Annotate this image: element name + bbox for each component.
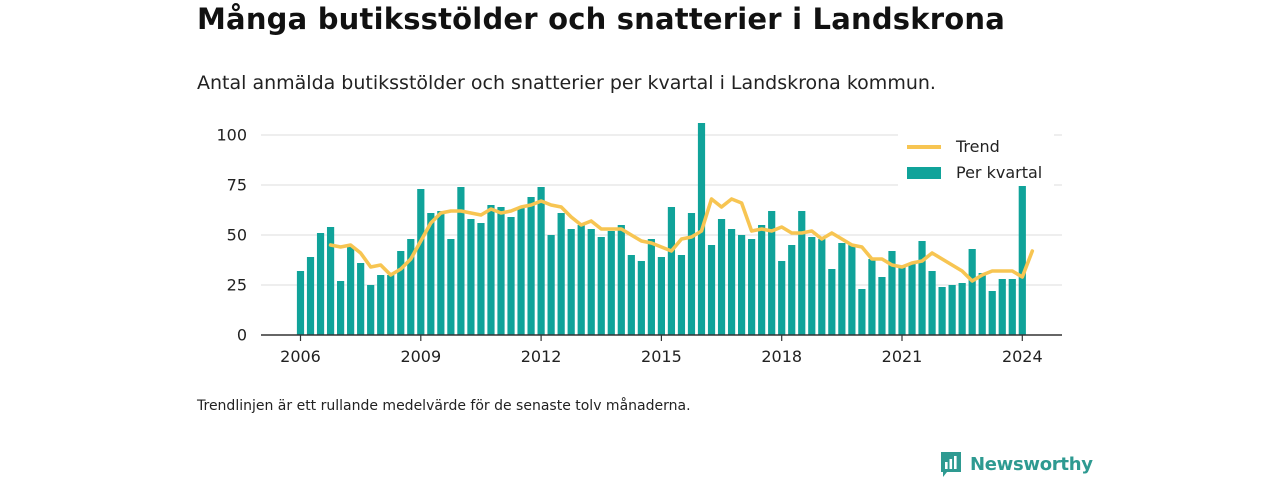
bar bbox=[868, 259, 876, 335]
bar bbox=[898, 267, 906, 335]
bar bbox=[487, 205, 495, 335]
chart-subtitle: Antal anmälda butiksstölder och snatteri… bbox=[197, 72, 936, 94]
bar bbox=[938, 287, 946, 335]
bar bbox=[888, 251, 896, 335]
x-tick-label: 2006 bbox=[280, 347, 321, 366]
bar bbox=[507, 217, 515, 335]
bar bbox=[607, 231, 615, 335]
bar bbox=[477, 223, 485, 335]
chart: 0 25 50 75 100 2006 2009 2012 2015 2018 2021 2024 T… bbox=[216, 123, 1062, 366]
legend-bar-label: Per kvartal bbox=[956, 163, 1042, 182]
y-tick-label: 0 bbox=[237, 326, 247, 345]
bar bbox=[768, 211, 776, 335]
bar bbox=[587, 229, 595, 335]
bar bbox=[738, 235, 746, 335]
bar bbox=[417, 189, 425, 335]
bar bbox=[818, 239, 826, 335]
bar bbox=[727, 229, 736, 335]
bar bbox=[617, 225, 625, 335]
bar bbox=[447, 239, 455, 335]
bar bbox=[687, 213, 696, 335]
bar bbox=[517, 207, 525, 335]
bar bbox=[357, 263, 365, 335]
bar bbox=[988, 291, 996, 335]
bar bbox=[347, 247, 355, 335]
y-tick-label: 50 bbox=[227, 226, 247, 245]
bar bbox=[758, 225, 766, 335]
bar-series bbox=[296, 123, 1026, 335]
bar bbox=[407, 239, 415, 335]
bar bbox=[567, 229, 575, 335]
bar bbox=[677, 255, 686, 335]
bar bbox=[858, 289, 866, 335]
bar bbox=[828, 269, 836, 335]
bar bbox=[547, 235, 555, 335]
brand-name: Newsworthy bbox=[970, 453, 1093, 475]
newsworthy-logo-icon bbox=[941, 452, 961, 477]
bar bbox=[717, 219, 726, 335]
trend-line bbox=[328, 197, 1035, 283]
bar bbox=[387, 275, 395, 335]
bar bbox=[928, 271, 936, 335]
legend-bar-swatch bbox=[907, 167, 941, 179]
bar bbox=[337, 281, 345, 335]
bar bbox=[667, 207, 676, 335]
legend-trend-label: Trend bbox=[955, 137, 1000, 156]
bar bbox=[657, 257, 665, 335]
footnote: Trendlinjen är ett rullande medelvärde f… bbox=[197, 398, 691, 414]
brand-logo[interactable]: Newsworthy bbox=[939, 450, 1093, 478]
bar bbox=[497, 207, 505, 335]
bar bbox=[577, 225, 585, 335]
bar bbox=[527, 197, 535, 335]
bar bbox=[878, 277, 886, 335]
bar bbox=[908, 263, 916, 335]
bar bbox=[798, 211, 806, 335]
bar bbox=[1008, 279, 1016, 335]
bar bbox=[367, 285, 375, 335]
x-tick-label: 2021 bbox=[882, 347, 923, 366]
bar bbox=[998, 279, 1006, 335]
trend-series bbox=[328, 197, 1035, 283]
bar bbox=[748, 239, 756, 335]
y-tick-label: 75 bbox=[227, 176, 247, 195]
bar bbox=[377, 275, 385, 335]
bar bbox=[537, 187, 545, 335]
bar bbox=[778, 261, 786, 335]
bar bbox=[918, 241, 926, 335]
bar bbox=[437, 211, 445, 335]
bar bbox=[296, 271, 305, 335]
bar bbox=[306, 257, 315, 335]
x-tick-label: 2009 bbox=[400, 347, 441, 366]
bar bbox=[958, 283, 966, 335]
bar bbox=[597, 237, 605, 335]
x-tick-label: 2018 bbox=[761, 347, 802, 366]
bar bbox=[808, 237, 816, 335]
bar bbox=[397, 251, 405, 335]
y-tick-label: 25 bbox=[227, 276, 247, 295]
bar bbox=[1018, 173, 1026, 335]
axes: 0 25 50 75 100 2006 2009 2012 2015 2018 2021 2024 bbox=[216, 126, 1062, 366]
bar bbox=[637, 261, 645, 335]
bar bbox=[557, 213, 565, 335]
bar bbox=[467, 219, 475, 335]
bar bbox=[707, 245, 716, 335]
bar bbox=[647, 239, 655, 335]
page-title: Många butiksstölder och snatterier i Lan… bbox=[197, 2, 1005, 36]
x-tick-label: 2012 bbox=[521, 347, 562, 366]
bar bbox=[788, 245, 796, 335]
bar bbox=[316, 233, 325, 335]
bar bbox=[627, 255, 635, 335]
bar bbox=[968, 249, 976, 335]
bar bbox=[978, 273, 986, 335]
bar bbox=[848, 245, 856, 335]
bar bbox=[427, 213, 435, 335]
legend[interactable]: Trend Per kvartal bbox=[898, 134, 1054, 186]
bar bbox=[457, 187, 465, 335]
bar bbox=[326, 227, 335, 335]
bar bbox=[948, 285, 956, 335]
x-tick-label: 2024 bbox=[1002, 347, 1043, 366]
y-tick-label: 100 bbox=[216, 126, 247, 145]
bar bbox=[838, 243, 846, 335]
x-tick-label: 2015 bbox=[641, 347, 682, 366]
